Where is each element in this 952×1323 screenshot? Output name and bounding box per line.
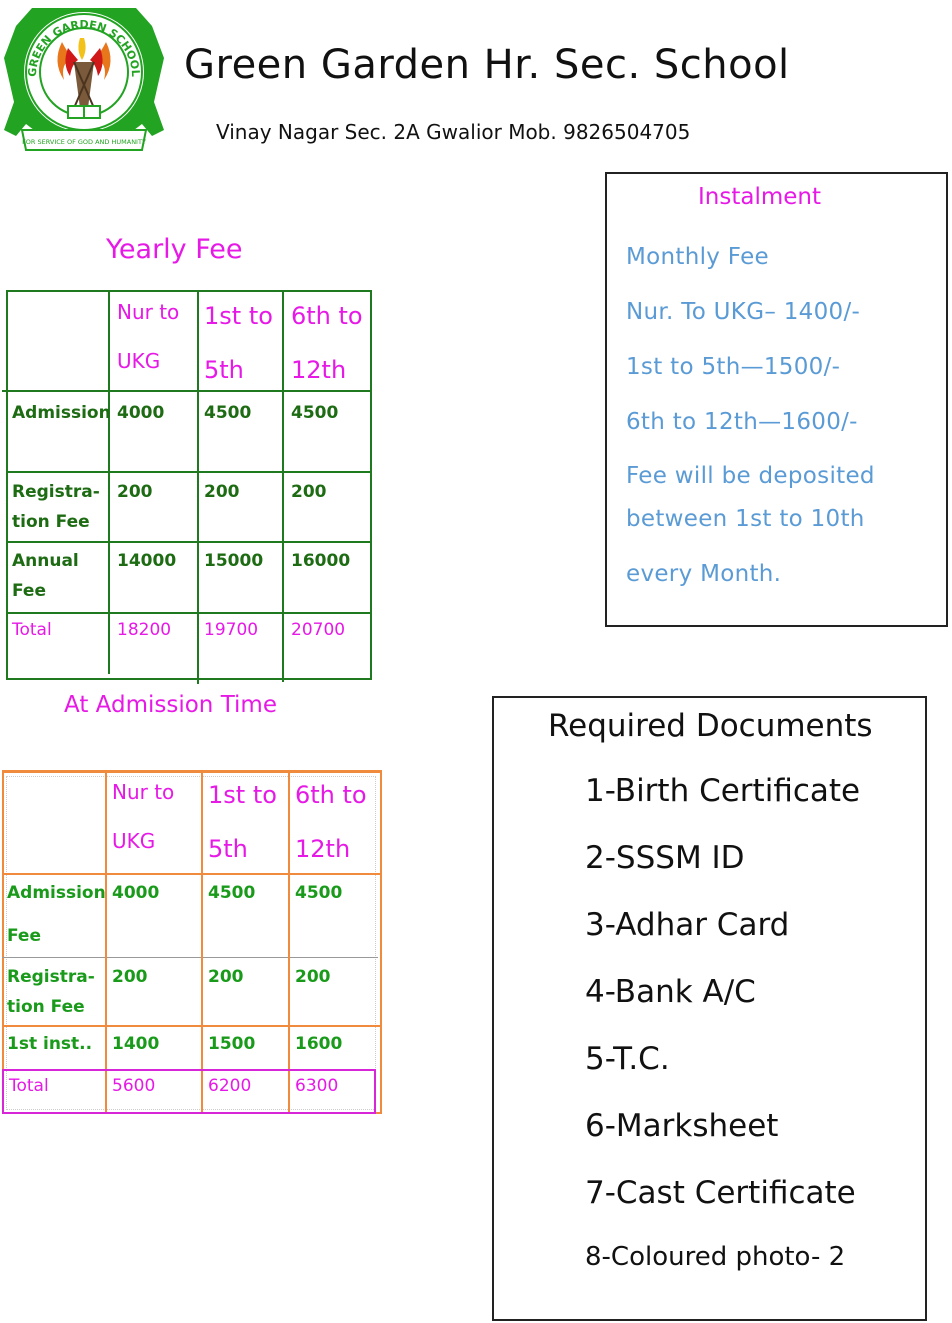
- admission-time-title: At Admission Time: [64, 692, 277, 718]
- column-header-line1: 1st to: [208, 781, 277, 809]
- school-address: Vinay Nagar Sec. 2A Gwalior Mob. 9826504…: [216, 120, 691, 144]
- row-label: Admission: [7, 883, 106, 903]
- table-cell: 4500: [204, 403, 252, 423]
- row-label: Admission: [12, 403, 111, 423]
- document-item: 1-Birth Certificate: [585, 773, 861, 809]
- table-cell: 200: [295, 967, 331, 987]
- instalment-box: [605, 172, 948, 627]
- document-item: 5-T.C.: [585, 1041, 670, 1077]
- table-cell: 4500: [291, 403, 339, 423]
- row-label: Registra-: [7, 967, 95, 987]
- column-header-line1: Nur to: [112, 780, 175, 804]
- table-cell: 16000: [291, 551, 351, 571]
- table-cell: 4500: [295, 883, 343, 903]
- document-item: 7-Cast Certificate: [585, 1175, 856, 1211]
- total-cell: 6300: [295, 1076, 339, 1096]
- document-item: 4-Bank A/C: [585, 974, 756, 1010]
- row-label-line2: Fee: [7, 926, 41, 946]
- document-item: 6-Marksheet: [585, 1108, 779, 1144]
- column-header-line1: 6th to: [291, 302, 363, 330]
- logo-motto: FOR SERVICE OF GOD AND HUMANITY: [22, 138, 146, 146]
- table-cell: 200: [208, 967, 244, 987]
- total-cell: 5600: [112, 1076, 156, 1096]
- column-header-line2: UKG: [117, 349, 161, 373]
- column-header-line2: 12th: [291, 356, 347, 384]
- total-cell: 18200: [117, 620, 172, 640]
- yearly-fee-title: Yearly Fee: [106, 234, 243, 265]
- table-cell: 200: [204, 482, 240, 502]
- column-header-line1: 6th to: [295, 781, 367, 809]
- table-cell: 15000: [204, 551, 264, 571]
- table-cell: 200: [112, 967, 148, 987]
- total-label: Total: [9, 1076, 49, 1096]
- instalment-line: Monthly Fee: [626, 244, 769, 270]
- table-cell: 1600: [295, 1034, 343, 1054]
- row-label-line2: tion Fee: [7, 997, 85, 1017]
- total-cell: 6200: [208, 1076, 252, 1096]
- table-cell: 1500: [208, 1034, 256, 1054]
- total-cell: 19700: [204, 620, 259, 640]
- instalment-line: every Month.: [626, 561, 782, 587]
- row-label-line2: Fee: [12, 581, 46, 601]
- table-cell: 200: [117, 482, 153, 502]
- column-header-line1: 1st to: [204, 302, 273, 330]
- column-header-line2: 12th: [295, 835, 351, 863]
- row-label-line2: tion Fee: [12, 512, 90, 532]
- school-logo: FOR SERVICE OF GOD AND HUMANITY GREEN GA…: [4, 8, 164, 151]
- total-label: Total: [12, 620, 52, 640]
- document-item: 2-SSSM ID: [585, 840, 745, 876]
- required-documents-title: Required Documents: [548, 708, 873, 744]
- total-cell: 20700: [291, 620, 346, 640]
- document-item: 8-Coloured photo- 2: [585, 1242, 846, 1272]
- row-label: Registra-: [12, 482, 100, 502]
- table-cell: 4500: [208, 883, 256, 903]
- instalment-line: Fee will be deposited: [626, 463, 875, 489]
- table-cell: 1400: [112, 1034, 160, 1054]
- column-header-line2: 5th: [204, 356, 244, 384]
- row-label: 1st inst..: [7, 1034, 93, 1054]
- instalment-line: Nur. To UKG– 1400/-: [626, 299, 861, 325]
- table-cell: 4000: [117, 403, 165, 423]
- instalment-line: between 1st to 10th: [626, 506, 865, 532]
- column-header-line2: UKG: [112, 829, 156, 853]
- column-header-line2: 5th: [208, 835, 248, 863]
- document-item: 3-Adhar Card: [585, 907, 790, 943]
- instalment-line: 1st to 5th—1500/-: [626, 354, 841, 380]
- table-cell: 200: [291, 482, 327, 502]
- table-cell: 4000: [112, 883, 160, 903]
- row-label: Annual: [12, 551, 79, 571]
- required-documents-box: [492, 696, 927, 1321]
- column-header-line1: Nur to: [117, 300, 180, 324]
- instalment-line: 6th to 12th—1600/-: [626, 409, 858, 435]
- instalment-title: Instalment: [698, 184, 821, 210]
- table-cell: 14000: [117, 551, 177, 571]
- school-name: Green Garden Hr. Sec. School: [184, 42, 790, 88]
